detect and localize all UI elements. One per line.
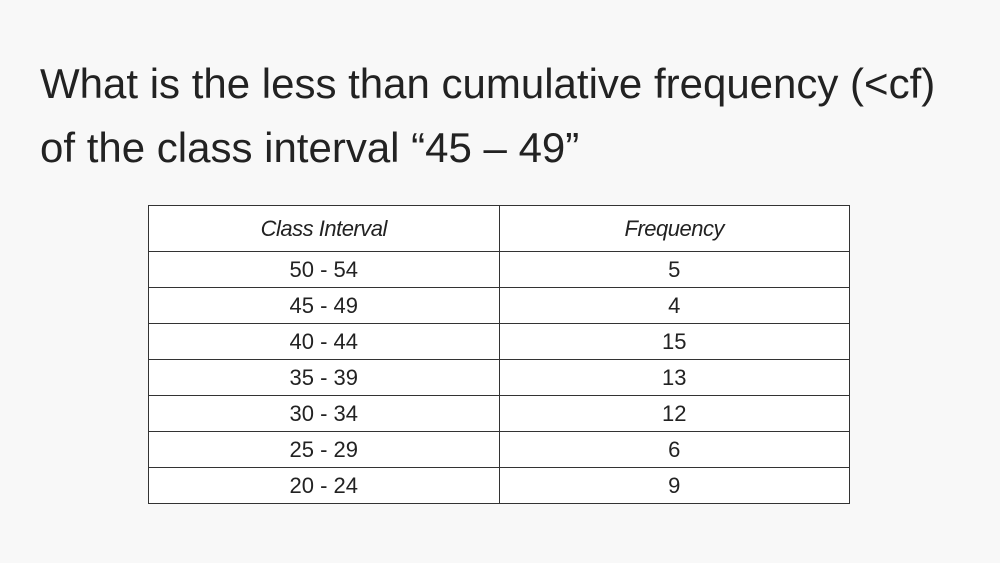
table-cell: 9 — [498, 467, 850, 504]
header-row: Class Interval Frequency — [148, 205, 850, 252]
table-row: 35 - 39 13 — [148, 359, 850, 396]
table-row: 45 - 49 4 — [148, 287, 850, 324]
question: What is the less than cumulative frequen… — [40, 60, 936, 171]
table-row: 20 - 24 9 — [148, 467, 850, 504]
table-cell: 25 - 29 — [148, 431, 500, 468]
table-cell: 30 - 34 — [148, 395, 500, 432]
table-cell: 6 — [498, 431, 850, 468]
table-row: 25 - 29 6 — [148, 431, 850, 468]
table-cell: 4 — [498, 287, 850, 324]
header-cell: Frequency — [498, 205, 850, 252]
table-row: 30 - 34 12 — [148, 395, 850, 432]
frequency-table: Class Interval Frequency 50 - 54 5 45 - 49 4… — [148, 205, 850, 504]
table-row: 50 - 54 5 — [148, 251, 850, 288]
table-cell: 12 — [498, 395, 850, 432]
table-cell: 45 - 49 — [148, 287, 500, 324]
table-row: 40 - 44 15 — [148, 323, 850, 360]
table-cell: 35 - 39 — [148, 359, 500, 396]
table-cell: 15 — [498, 323, 850, 360]
table-cell: 50 - 54 — [148, 251, 500, 288]
table-cell: 40 - 44 — [148, 323, 500, 360]
table-body: 50 - 54 5 45 - 49 4 40 - 44 15 35 - 39 13 30 - 3… — [148, 251, 850, 504]
header-cell: Class Interval — [148, 205, 500, 252]
table-cell: 20 - 24 — [148, 467, 500, 504]
table-cell: 13 — [498, 359, 850, 396]
table-cell: 5 — [498, 251, 850, 288]
